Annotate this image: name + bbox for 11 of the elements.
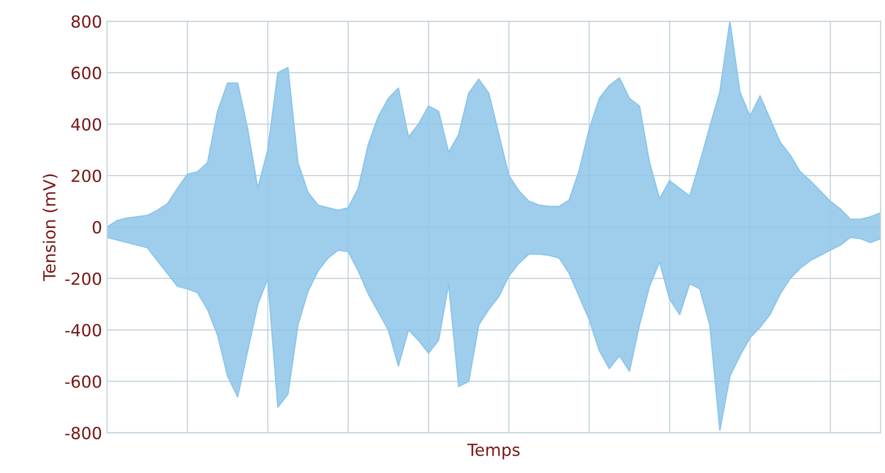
y-tick-label: -800 bbox=[65, 426, 102, 440]
y-tick-label: 0 bbox=[92, 221, 102, 234]
y-tick-label: 200 bbox=[72, 170, 102, 182]
x-axis-title: Temps bbox=[467, 444, 520, 460]
y-tick-label: -600 bbox=[65, 375, 102, 388]
y-tick-label: 400 bbox=[71, 118, 102, 131]
y-tick-label: -400 bbox=[65, 324, 102, 336]
y-tick-label: 800 bbox=[72, 15, 102, 28]
y-axis-title: Tension (mV) bbox=[42, 174, 58, 282]
y-tick-label: -200 bbox=[65, 272, 102, 286]
y-tick-label: 600 bbox=[72, 66, 102, 80]
